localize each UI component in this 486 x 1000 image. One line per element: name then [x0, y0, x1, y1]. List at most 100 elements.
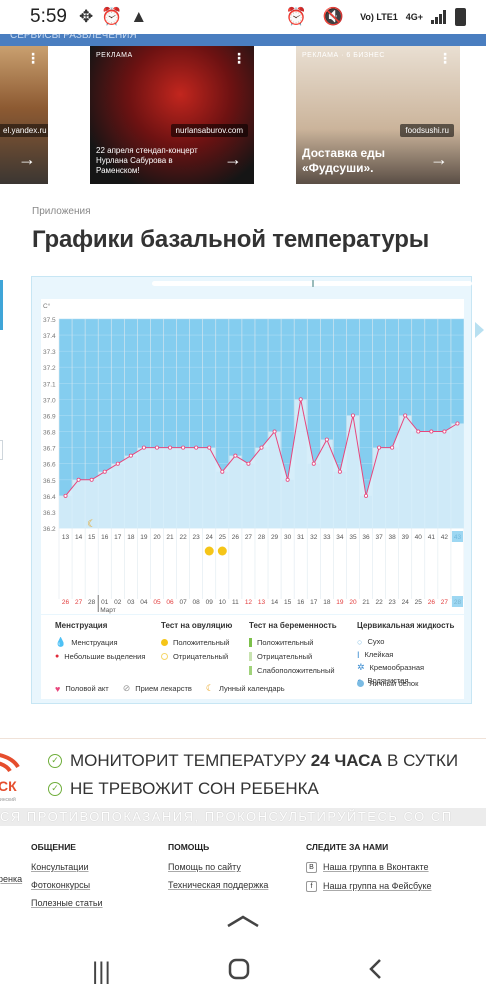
positive-dot-icon: [161, 638, 168, 646]
next-slide-arrow-icon[interactable]: [475, 322, 484, 338]
home-icon[interactable]: [228, 958, 250, 987]
cycle-day-label: 25: [219, 534, 227, 541]
footer-link[interactable]: ренка: [0, 874, 23, 884]
ad-card-2[interactable]: РЕКЛАМА ⋮ nurlansaburov.com 22 апреля ст…: [90, 46, 254, 184]
temperature-column: [373, 447, 386, 528]
legend-label: Положительный: [173, 637, 230, 647]
footer-heading: ПОМОЩЬ: [168, 842, 210, 852]
back-icon[interactable]: [368, 958, 382, 987]
legend-title: Тест на беременность: [249, 621, 337, 630]
temperature-point: [154, 445, 159, 450]
cycle-day-label: 33: [323, 534, 331, 541]
y-tick-label: 36.2: [43, 526, 56, 533]
temperature-point: [89, 477, 94, 482]
legend-label: Лунный календарь: [219, 684, 285, 693]
banner-text: МОНИТОРИТ ТЕМПЕРАТУРУ: [70, 751, 311, 770]
temperature-column: [307, 463, 320, 528]
temperature-point: [63, 493, 68, 498]
footer-link[interactable]: Техническая поддержка: [168, 880, 269, 890]
cycle-day-label: 41: [428, 534, 436, 541]
temperature-column: [229, 455, 242, 528]
footer-link[interactable]: Полезные статьи: [31, 898, 103, 908]
arrow-right-icon[interactable]: →: [430, 149, 448, 169]
temperature-point: [298, 397, 303, 402]
temperature-point: [128, 453, 133, 458]
cycle-day-label: 28: [258, 534, 266, 541]
footer-link-vk[interactable]: B Наша группа в Вконтакте: [306, 862, 432, 874]
legend-label: Положительный: [257, 637, 314, 647]
temperature-point: [272, 429, 277, 434]
date-label: 07: [179, 599, 187, 606]
footer-link[interactable]: Помощь по сайту: [168, 862, 241, 872]
temperature-column: [111, 463, 124, 528]
egg-white-icon: [357, 680, 364, 687]
date-label: 26: [62, 599, 70, 606]
mute-icon: 🔇: [322, 7, 345, 26]
temperature-point: [76, 477, 81, 482]
temperature-column: [85, 479, 98, 528]
legend-item: I Клейкая: [357, 648, 454, 661]
temperature-point: [115, 461, 120, 466]
temperature-point: [207, 445, 212, 450]
negative-bar-icon: [249, 651, 252, 661]
footer-link[interactable]: Фотоконкурсы: [31, 880, 91, 890]
more-icon[interactable]: ⋮: [26, 50, 40, 66]
footer-link-fb[interactable]: f Наша группа на Фейсбуке: [306, 881, 432, 893]
y-tick-label: 36.9: [43, 413, 56, 420]
current-date-highlight: [451, 596, 463, 607]
cycle-day-label: 38: [389, 534, 397, 541]
prev-slide-edge[interactable]: [0, 280, 3, 330]
legend-item: Отрицательный: [249, 649, 337, 663]
temperature-column: [451, 423, 464, 528]
banner-line-1: ✓ МОНИТОРИТ ТЕМПЕРАТУРУ 24 ЧАСА В СУТКИ: [48, 751, 458, 771]
ad-card-3[interactable]: РЕКЛАМА · 6 БИЗНЕС ⋮ foodsushi.ru Достав…: [296, 46, 460, 184]
footer-link[interactable]: Консультации: [31, 862, 89, 872]
ad-label: РЕКЛАМА: [96, 52, 133, 59]
legend-bottom: ♥ Половой акт ⊘ Прием лекарств ☾ Лунный кал…: [55, 683, 285, 694]
temperature-column: [124, 455, 137, 528]
more-icon[interactable]: ⋮: [232, 50, 246, 66]
chevron-up-icon[interactable]: [226, 914, 260, 928]
temperature-point: [141, 445, 146, 450]
status-bar: 5:59 ✥ ⏰ ▲ ⏰ 🔇 Vo) LTE1 4G+: [0, 0, 486, 34]
date-label: 06: [166, 599, 174, 606]
cycle-day-label: 42: [441, 534, 449, 541]
date-label: 26: [428, 599, 436, 606]
date-label: 16: [297, 599, 305, 606]
more-icon[interactable]: ⋮: [438, 50, 452, 66]
footer-col-help: ПОМОЩЬ Помощь по сайту Техническая подде…: [168, 842, 268, 898]
legend-label: Кремообразная: [369, 663, 425, 672]
arrow-right-icon[interactable]: →: [18, 149, 36, 169]
cycle-day-label: 37: [375, 534, 383, 541]
breadcrumb-category[interactable]: Приложения: [32, 206, 91, 217]
legend-label: Клейкая: [364, 650, 394, 659]
temperature-point: [350, 413, 355, 418]
chart-scrollbar-knob[interactable]: [312, 280, 314, 287]
y-tick-label: 36.7: [43, 446, 56, 453]
date-label: 25: [415, 599, 423, 606]
legend-item: ✲ Кремообразная: [357, 661, 454, 674]
arrow-right-icon[interactable]: →: [224, 149, 242, 169]
cycle-day-label: 27: [245, 534, 253, 541]
logo-subtext: инский: [0, 796, 16, 803]
y-tick-label: 36.5: [43, 478, 56, 485]
service-tabs[interactable]: СЕРВИСЫ РАЗВЛЕЧЕНИЯ: [0, 34, 486, 46]
date-label: 09: [206, 599, 214, 606]
ad-text: 22 апреля стендап-концерт Нурлана Сабуро…: [96, 146, 198, 175]
facebook-icon: f: [306, 881, 317, 893]
banner-line-2: ✓ НЕ ТРЕВОЖИТ СОН РЕБЕНКА: [48, 779, 319, 799]
footer-heading: ОБЩЕНИЕ: [31, 842, 76, 852]
date-label: 14: [271, 599, 279, 606]
prev-slide-box[interactable]: [0, 440, 3, 460]
site-footer: ренка ОБЩЕНИЕ Консультации Фотоконкурсы …: [0, 836, 486, 908]
ad-source: nurlansaburov.com: [170, 124, 248, 137]
date-label: 27: [441, 599, 449, 606]
sticky-icon: I: [357, 649, 360, 660]
legend-item: ● Небольшие выделения: [55, 649, 145, 663]
temperature-column: [150, 447, 164, 528]
ad-card-1[interactable]: ⋮ el.yandex.ru →: [0, 46, 48, 184]
promo-banner[interactable]: СК инский ✓ МОНИТОРИТ ТЕМПЕРАТУРУ 24 ЧАС…: [0, 738, 486, 808]
temperature-point: [194, 445, 199, 450]
temperature-column: [59, 495, 72, 528]
recent-apps-icon[interactable]: |||: [92, 958, 111, 985]
